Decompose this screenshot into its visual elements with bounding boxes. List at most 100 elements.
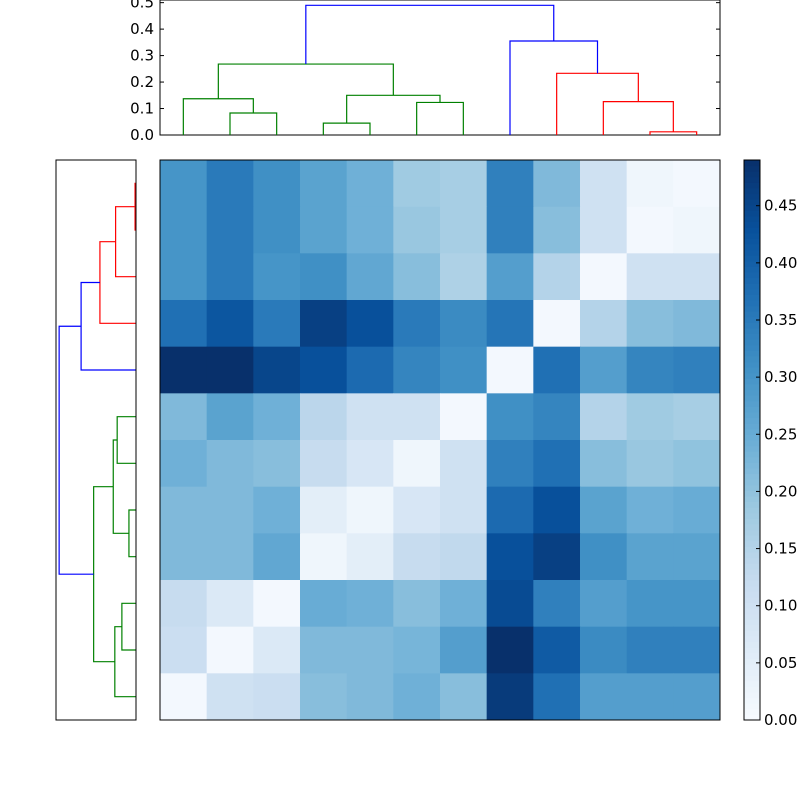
heatmap-cell — [393, 253, 441, 301]
heatmap-cell — [346, 673, 394, 721]
colorbar-segment — [744, 221, 760, 228]
heatmap-cell — [486, 626, 534, 674]
colorbar-segment — [744, 255, 760, 262]
heatmap-cell — [673, 533, 721, 581]
colorbar-segment — [744, 367, 760, 374]
heatmap-cell — [626, 626, 674, 674]
colorbar-segment — [744, 692, 760, 699]
heatmap-cell — [206, 300, 254, 348]
heatmap-cell — [486, 486, 534, 534]
colorbar-tick-label: 0.45 — [764, 197, 797, 215]
heatmap-cell — [440, 206, 488, 254]
colorbar-segment — [744, 686, 760, 693]
left-dendrogram — [55, 159, 137, 721]
colorbar-segment — [744, 300, 760, 307]
heatmap-cell — [486, 533, 534, 581]
heatmap-cell — [160, 580, 208, 628]
colorbar-segment — [744, 440, 760, 447]
colorbar-segment — [744, 428, 760, 435]
heatmap-cell — [580, 440, 628, 488]
dendrogram-link — [305, 4, 555, 65]
colorbar-segment — [744, 193, 760, 200]
colorbar-segment — [744, 406, 760, 413]
heatmap-cell — [440, 673, 488, 721]
colorbar-segment — [744, 199, 760, 206]
colorbar-segment — [744, 546, 760, 553]
dendrogram-link — [602, 101, 674, 135]
heatmap-cell — [300, 533, 348, 581]
heatmap-cell — [626, 300, 674, 348]
colorbar-segment — [744, 400, 760, 407]
colorbar-segment — [744, 344, 760, 351]
heatmap-cell — [626, 393, 674, 441]
colorbar-segment — [744, 272, 760, 279]
heatmap-cell — [533, 206, 581, 254]
dendrogram-link — [217, 63, 394, 99]
heatmap-cell — [486, 160, 534, 208]
heatmap-cell — [206, 206, 254, 254]
top-dendrogram-frame — [159, 0, 721, 136]
heatmap — [159, 159, 721, 721]
colorbar-segment — [744, 490, 760, 497]
heatmap-cell — [160, 626, 208, 674]
heatmap-cell — [253, 253, 301, 301]
top-dendrogram: 0.0 0.1 0.2 0.3 0.4 0.5 — [130, 0, 721, 144]
colorbar-segment — [744, 658, 760, 665]
y-tick-label: 0.4 — [130, 20, 154, 38]
heatmap-cell — [486, 206, 534, 254]
colorbar-segment — [744, 524, 760, 531]
heatmap-cell — [486, 673, 534, 721]
heatmap-cell — [206, 673, 254, 721]
colorbar: 0.00 0.05 0.10 0.15 0.20 0.25 0.30 0.35 0.40 0.45 — [743, 159, 797, 729]
heatmap-cell — [160, 673, 208, 721]
heatmap-cell — [206, 580, 254, 628]
heatmap-cell — [346, 300, 394, 348]
heatmap-cell — [346, 206, 394, 254]
heatmap-cell — [580, 346, 628, 394]
heatmap-cell — [440, 626, 488, 674]
heatmap-cell — [300, 300, 348, 348]
dendrogram-link — [112, 439, 129, 534]
colorbar-segment — [744, 708, 760, 715]
heatmap-cell — [300, 346, 348, 394]
colorbar-segment — [744, 384, 760, 391]
heatmap-cell — [393, 440, 441, 488]
heatmap-cell — [673, 626, 721, 674]
dendrogram-link — [99, 241, 136, 324]
heatmap-cell — [160, 393, 208, 441]
heatmap-cell — [580, 533, 628, 581]
colorbar-segment — [744, 624, 760, 631]
heatmap-cell — [346, 626, 394, 674]
colorbar-segment — [744, 350, 760, 357]
colorbar-tick-label: 0.40 — [764, 254, 797, 272]
dendrogram-link — [58, 325, 94, 575]
colorbar-segment — [744, 652, 760, 659]
colorbar-segment — [744, 171, 760, 178]
heatmap-cell — [440, 486, 488, 534]
dendrogram-link — [121, 602, 136, 651]
colorbar-segment — [744, 557, 760, 564]
colorbar-segment — [744, 294, 760, 301]
heatmap-cell — [440, 580, 488, 628]
heatmap-cell — [253, 440, 301, 488]
colorbar-segment — [744, 412, 760, 419]
heatmap-cell — [580, 673, 628, 721]
dendrogram-link — [182, 98, 254, 135]
heatmap-cell — [300, 440, 348, 488]
colorbar-segment — [744, 244, 760, 251]
colorbar-segment — [744, 473, 760, 480]
heatmap-cell — [253, 160, 301, 208]
heatmap-cell — [300, 160, 348, 208]
colorbar-segment — [744, 697, 760, 704]
colorbar-segment — [744, 669, 760, 676]
colorbar-segment — [744, 462, 760, 469]
heatmap-cell — [253, 486, 301, 534]
colorbar-tick-label: 0.10 — [764, 597, 797, 615]
heatmap-cell — [206, 440, 254, 488]
heatmap-cell — [206, 626, 254, 674]
heatmap-cell — [440, 300, 488, 348]
colorbar-segment — [744, 210, 760, 217]
heatmap-cell — [440, 346, 488, 394]
heatmap-cell — [626, 673, 674, 721]
heatmap-cell — [486, 440, 534, 488]
